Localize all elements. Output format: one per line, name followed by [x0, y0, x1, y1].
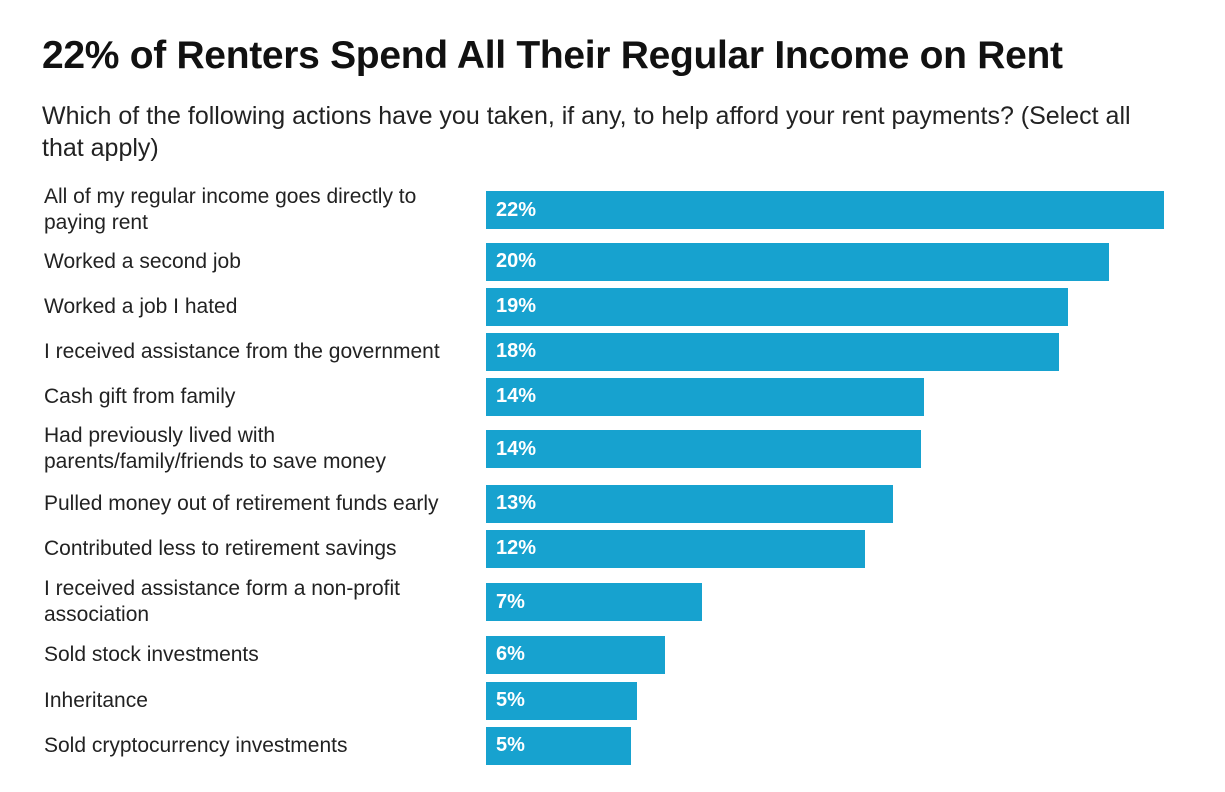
- category-label: Sold stock investments: [44, 642, 259, 666]
- bar: [486, 242, 1109, 281]
- category-label: Cash gift from family: [44, 384, 236, 408]
- bar-value-label: 6%: [496, 643, 525, 665]
- bar: [486, 377, 924, 416]
- bar: [486, 529, 865, 568]
- category-label: Worked a job I hated: [44, 294, 238, 318]
- category-label: Inheritance: [44, 688, 148, 712]
- bar-value-label: 5%: [496, 689, 525, 711]
- bar: [486, 484, 893, 523]
- category-label: Contributed less to retirement savings: [44, 536, 397, 560]
- bar-value-label: 14%: [496, 385, 537, 407]
- category-label: Pulled money out of retirement funds ear…: [44, 491, 439, 515]
- bar-value-label: 5%: [496, 734, 525, 756]
- bar-value-label: 18%: [496, 340, 537, 362]
- bar-value-label: 20%: [496, 250, 537, 272]
- bar-value-label: 19%: [496, 295, 537, 317]
- bar: [486, 287, 1068, 326]
- chart-title: 22% of Renters Spend All Their Regular I…: [42, 34, 1063, 77]
- category-label: Had previously lived with parents/family…: [44, 424, 386, 473]
- bar: [486, 583, 702, 621]
- bar: [486, 332, 1059, 371]
- category-label: I received assistance from the governmen…: [44, 339, 440, 363]
- bar: [486, 191, 1164, 229]
- bar: [486, 681, 637, 720]
- bar-value-label: 12%: [496, 537, 537, 559]
- bar: [486, 726, 631, 765]
- bar: [486, 635, 665, 674]
- bar-value-label: 14%: [496, 437, 537, 460]
- category-label: All of my regular income goes directly t…: [44, 185, 417, 234]
- bar-value-label: 13%: [496, 492, 537, 514]
- category-label: Worked a second job: [44, 249, 241, 273]
- category-label: Sold cryptocurrency investments: [44, 733, 348, 757]
- bar: [486, 430, 921, 468]
- bar-value-label: 7%: [496, 590, 525, 613]
- bar-value-label: 22%: [496, 198, 537, 221]
- category-label: I received assistance form a non-profit …: [44, 577, 400, 626]
- chart-subtitle: Which of the following actions have you …: [42, 102, 1131, 162]
